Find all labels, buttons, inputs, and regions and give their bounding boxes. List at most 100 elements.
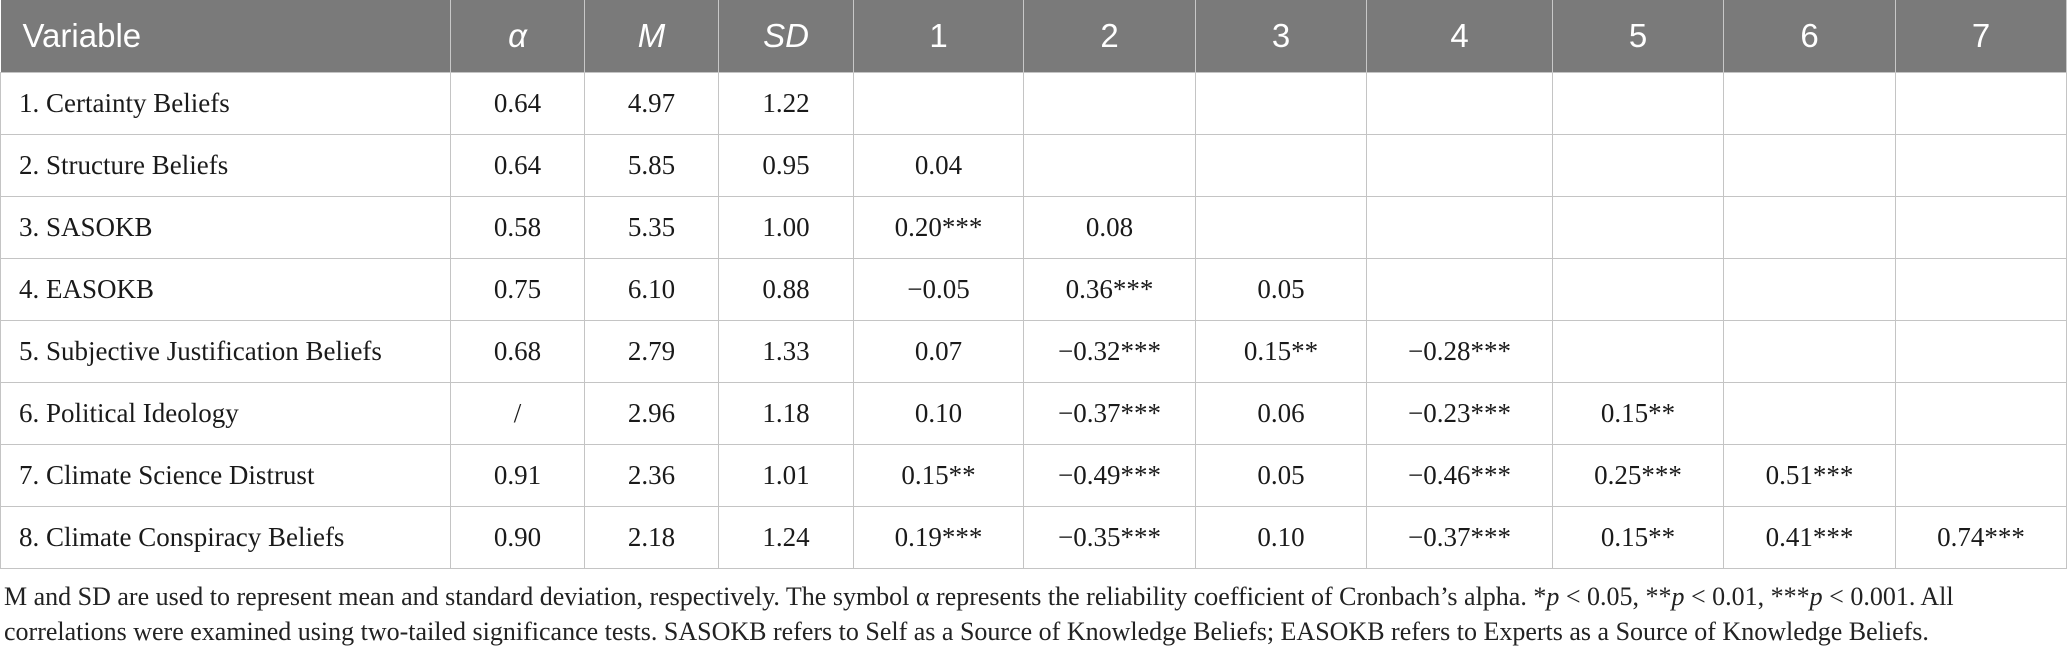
table-cell: −0.37*** bbox=[1023, 382, 1196, 445]
footnote-p-symbol: p bbox=[1671, 582, 1685, 611]
table-cell: 0.15** bbox=[1552, 382, 1724, 445]
table-cell: 1.00 bbox=[718, 196, 854, 259]
table-cell bbox=[1552, 196, 1724, 259]
table-cell: 0.04 bbox=[853, 134, 1024, 197]
table-cell: 0.05 bbox=[1195, 444, 1367, 507]
table-cell bbox=[1552, 320, 1724, 383]
table-cell: 0.10 bbox=[853, 382, 1024, 445]
table-cell bbox=[1195, 72, 1367, 135]
variable-name-cell: 7. Climate Science Distrust bbox=[0, 444, 451, 507]
table-cell bbox=[1723, 134, 1896, 197]
column-header-1: α bbox=[450, 0, 585, 73]
correlation-table: Variable α M SD 1 2 3 4 5 6 7 1. Certainty Beliefs… bbox=[0, 0, 2067, 569]
column-header-5: 2 bbox=[1023, 0, 1196, 73]
table-cell: 0.90 bbox=[450, 506, 585, 569]
table-cell: −0.28*** bbox=[1366, 320, 1553, 383]
variable-name-cell: 1. Certainty Beliefs bbox=[0, 72, 451, 135]
header-row: Variable α M SD 1 2 3 4 5 6 7 bbox=[0, 0, 2067, 73]
table-cell bbox=[1895, 258, 2067, 321]
table-body: 1. Certainty Beliefs 0.64 4.97 1.22 2. Struc… bbox=[0, 72, 2067, 569]
table-cell: 0.58 bbox=[450, 196, 585, 259]
table-cell: 4.97 bbox=[584, 72, 719, 135]
variable-name-cell: 8. Climate Conspiracy Beliefs bbox=[0, 506, 451, 569]
table-cell: 0.95 bbox=[718, 134, 854, 197]
column-header-7: 4 bbox=[1366, 0, 1553, 73]
table-cell: 2.79 bbox=[584, 320, 719, 383]
table-cell bbox=[1895, 72, 2067, 135]
variable-name-cell: 5. Subjective Justification Beliefs bbox=[0, 320, 451, 383]
table-cell bbox=[853, 72, 1024, 135]
table-row: 6. Political Ideology/2.96 1.18 0.10 −0.37*… bbox=[0, 382, 2067, 445]
table-cell: −0.35*** bbox=[1023, 506, 1196, 569]
table-cell bbox=[1023, 134, 1196, 197]
footnote-p-symbol: p bbox=[1546, 582, 1560, 611]
table-cell: 6.10 bbox=[584, 258, 719, 321]
variable-name-cell: 3. SASOKB bbox=[0, 196, 451, 259]
table-header: Variable α M SD 1 2 3 4 5 6 7 bbox=[0, 0, 2067, 73]
column-header-3: SD bbox=[718, 0, 854, 73]
table-cell: 0.05 bbox=[1195, 258, 1367, 321]
table-cell: 0.15** bbox=[1195, 320, 1367, 383]
table-cell: 0.64 bbox=[450, 72, 585, 135]
table-cell bbox=[1895, 320, 2067, 383]
table-cell: 1.24 bbox=[718, 506, 854, 569]
variable-name-cell: 4. EASOKB bbox=[0, 258, 451, 321]
table-cell: 1.01 bbox=[718, 444, 854, 507]
table-cell bbox=[1195, 134, 1367, 197]
table-cell: −0.05 bbox=[853, 258, 1024, 321]
table-cell: 0.75 bbox=[450, 258, 585, 321]
table-cell bbox=[1895, 134, 2067, 197]
table-cell bbox=[1895, 382, 2067, 445]
table-cell bbox=[1023, 72, 1196, 135]
table-cell: 0.06 bbox=[1195, 382, 1367, 445]
table-cell: 0.41*** bbox=[1723, 506, 1896, 569]
table-cell bbox=[1552, 134, 1724, 197]
table-cell bbox=[1366, 258, 1553, 321]
table-cell: 5.35 bbox=[584, 196, 719, 259]
footnote-text-1: M and SD are used to represent mean and … bbox=[4, 582, 1547, 611]
column-header-4: 1 bbox=[853, 0, 1024, 73]
table-cell: 0.20*** bbox=[853, 196, 1024, 259]
column-header-10: 7 bbox=[1895, 0, 2067, 73]
variable-name-cell: 2. Structure Beliefs bbox=[0, 134, 451, 197]
footnote-text-4: < 0.001. All correlations were examined … bbox=[4, 582, 1954, 646]
table-footnote: M and SD are used to represent mean and … bbox=[0, 569, 2048, 649]
table-cell: −0.46*** bbox=[1366, 444, 1553, 507]
table-cell: 0.91 bbox=[450, 444, 585, 507]
table-row: 8. Climate Conspiracy Beliefs 0.90 2.18 1.2… bbox=[0, 506, 2067, 569]
table-cell: 2.18 bbox=[584, 506, 719, 569]
table-cell: 0.19*** bbox=[853, 506, 1024, 569]
table-cell bbox=[1195, 196, 1367, 259]
table-row: 5. Subjective Justification Beliefs 0.68 2… bbox=[0, 320, 2067, 383]
table-cell bbox=[1366, 72, 1553, 135]
table-cell bbox=[1552, 258, 1724, 321]
column-header-variable: Variable bbox=[0, 0, 451, 73]
table-cell: 1.33 bbox=[718, 320, 854, 383]
table-cell bbox=[1366, 134, 1553, 197]
table-cell: 0.07 bbox=[853, 320, 1024, 383]
table-cell: −0.37*** bbox=[1366, 506, 1553, 569]
table-cell: 1.22 bbox=[718, 72, 854, 135]
column-header-9: 6 bbox=[1723, 0, 1896, 73]
footnote-p-symbol: p bbox=[1809, 582, 1823, 611]
footnote-text-2: < 0.05, ** bbox=[1559, 582, 1672, 611]
table-cell bbox=[1723, 258, 1896, 321]
table-cell: −0.32*** bbox=[1023, 320, 1196, 383]
table-cell bbox=[1723, 382, 1896, 445]
column-header-6: 3 bbox=[1195, 0, 1367, 73]
table-cell: 2.36 bbox=[584, 444, 719, 507]
table-cell bbox=[1366, 196, 1553, 259]
table-cell: 5.85 bbox=[584, 134, 719, 197]
table-cell: 0.08 bbox=[1023, 196, 1196, 259]
table-cell: 0.10 bbox=[1195, 506, 1367, 569]
table-cell bbox=[1895, 444, 2067, 507]
table-row: 2. Structure Beliefs 0.64 5.85 0.95 0.04 bbox=[0, 134, 2067, 197]
table-cell: 1.18 bbox=[718, 382, 854, 445]
table-cell: 0.15** bbox=[853, 444, 1024, 507]
table-row: 4. EASOKB 0.75 6.10 0.88 −0.05 0.36*** 0.05 bbox=[0, 258, 2067, 321]
column-header-8: 5 bbox=[1552, 0, 1724, 73]
table-cell bbox=[1723, 72, 1896, 135]
table-cell: 0.64 bbox=[450, 134, 585, 197]
table-cell: 0.15** bbox=[1552, 506, 1724, 569]
